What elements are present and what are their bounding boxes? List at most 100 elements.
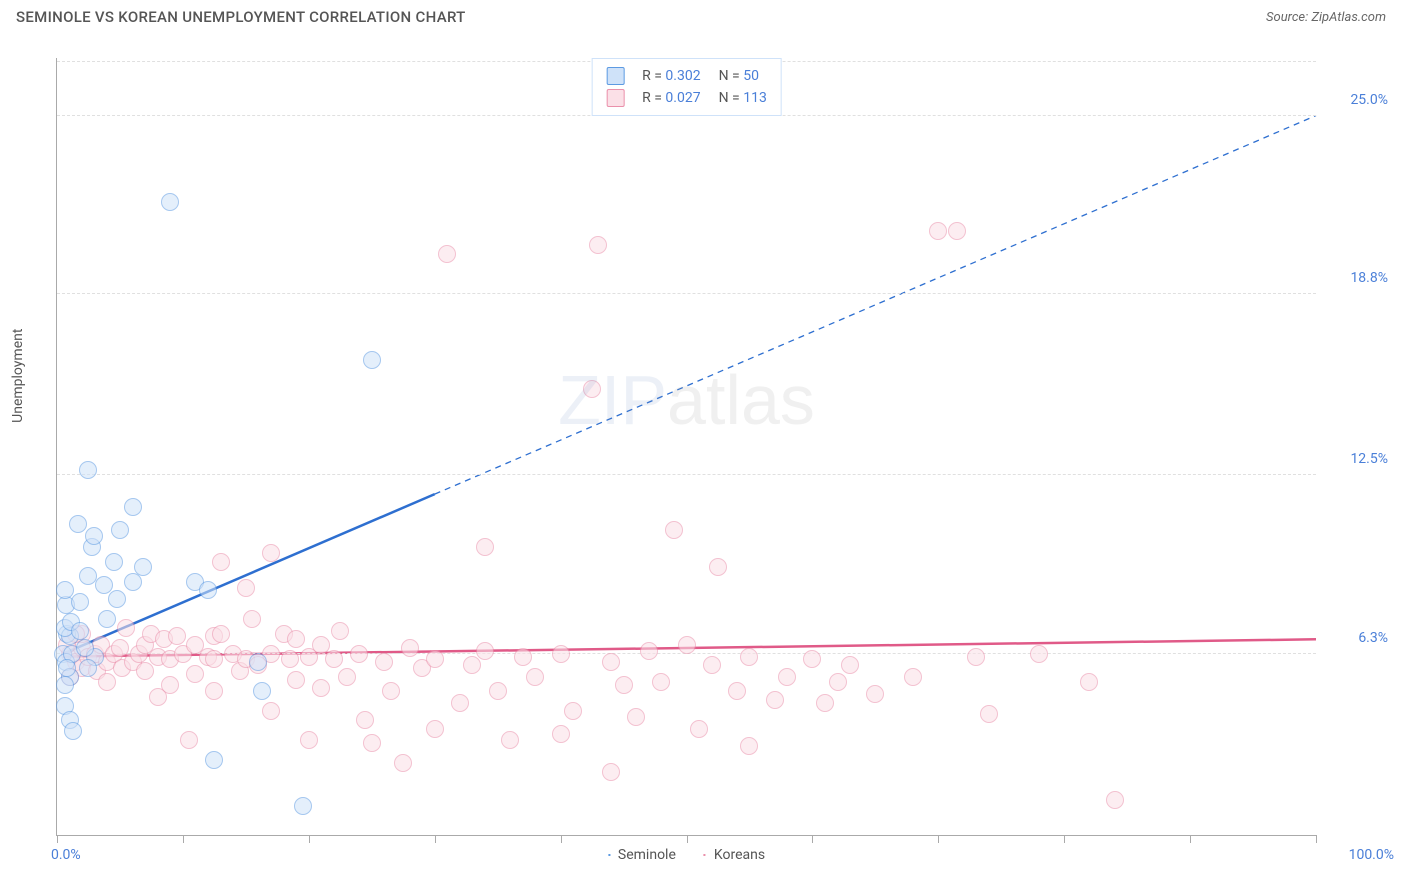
data-point-koreans <box>426 720 444 738</box>
data-point-koreans <box>212 625 230 643</box>
data-point-seminole <box>95 576 113 594</box>
data-point-seminole <box>205 751 223 769</box>
x-tick <box>1064 835 1065 843</box>
data-point-seminole <box>56 676 74 694</box>
data-point-koreans <box>426 650 444 668</box>
data-point-koreans <box>948 222 966 240</box>
data-point-koreans <box>778 668 796 686</box>
data-point-koreans <box>325 650 343 668</box>
data-point-koreans <box>552 645 570 663</box>
x-tick <box>1190 835 1191 843</box>
data-point-seminole <box>124 498 142 516</box>
data-point-koreans <box>564 702 582 720</box>
data-point-koreans <box>652 673 670 691</box>
data-point-koreans <box>678 636 696 654</box>
data-point-seminole <box>294 797 312 815</box>
data-point-koreans <box>136 662 154 680</box>
data-point-koreans <box>262 702 280 720</box>
data-point-koreans <box>816 694 834 712</box>
data-point-koreans <box>451 694 469 712</box>
data-point-koreans <box>766 691 784 709</box>
data-point-seminole <box>108 590 126 608</box>
data-point-seminole <box>79 461 97 479</box>
data-point-koreans <box>1106 791 1124 809</box>
data-point-koreans <box>728 682 746 700</box>
data-point-koreans <box>394 754 412 772</box>
y-tick-label: 18.8% <box>1324 270 1388 286</box>
data-point-koreans <box>665 521 683 539</box>
x-tick <box>1316 835 1317 843</box>
data-point-koreans <box>489 682 507 700</box>
legend-item: Koreans <box>704 847 765 863</box>
data-point-koreans <box>740 737 758 755</box>
data-point-koreans <box>186 665 204 683</box>
data-point-koreans <box>281 650 299 668</box>
data-point-koreans <box>168 627 186 645</box>
data-point-koreans <box>740 648 758 666</box>
data-point-seminole <box>199 581 217 599</box>
data-point-koreans <box>312 679 330 697</box>
data-point-seminole <box>98 610 116 628</box>
data-point-seminole <box>134 558 152 576</box>
x-tick <box>561 835 562 843</box>
data-point-koreans <box>690 720 708 738</box>
series-legend: Seminole Koreans <box>608 847 765 863</box>
data-point-seminole <box>64 722 82 740</box>
data-point-koreans <box>300 731 318 749</box>
data-point-koreans <box>709 558 727 576</box>
data-point-koreans <box>382 682 400 700</box>
n-stat: N = 50 <box>719 68 759 84</box>
data-point-koreans <box>356 711 374 729</box>
data-point-koreans <box>401 639 419 657</box>
data-point-koreans <box>526 668 544 686</box>
data-point-koreans <box>205 682 223 700</box>
data-point-koreans <box>803 650 821 668</box>
data-point-seminole <box>161 193 179 211</box>
x-tick <box>435 835 436 843</box>
data-point-koreans <box>243 610 261 628</box>
x-tick <box>57 835 58 843</box>
data-point-koreans <box>904 668 922 686</box>
data-point-koreans <box>583 380 601 398</box>
data-point-koreans <box>589 236 607 254</box>
data-point-seminole <box>71 593 89 611</box>
stats-legend-row: R = 0.302 N = 50 <box>606 65 767 87</box>
legend-swatch <box>608 854 610 856</box>
data-point-koreans <box>980 705 998 723</box>
data-point-koreans <box>602 763 620 781</box>
data-point-koreans <box>98 673 116 691</box>
n-stat: N = 113 <box>719 90 767 106</box>
data-point-seminole <box>76 639 94 657</box>
y-tick-label: 6.3% <box>1324 630 1388 646</box>
x-tick <box>183 835 184 843</box>
trend-lines <box>57 58 1316 835</box>
r-stat: R = 0.027 <box>642 90 700 106</box>
stats-legend: R = 0.302 N = 50 R = 0.027 N = 113 <box>591 58 782 116</box>
data-point-koreans <box>338 668 356 686</box>
data-point-seminole <box>58 659 76 677</box>
data-point-koreans <box>331 622 349 640</box>
gridline <box>57 293 1316 294</box>
data-point-koreans <box>552 725 570 743</box>
data-point-koreans <box>1080 673 1098 691</box>
data-point-koreans <box>375 653 393 671</box>
data-point-koreans <box>866 685 884 703</box>
data-point-koreans <box>363 734 381 752</box>
data-point-seminole <box>249 653 267 671</box>
data-point-koreans <box>514 648 532 666</box>
data-point-seminole <box>105 553 123 571</box>
data-point-koreans <box>287 671 305 689</box>
r-stat: R = 0.302 <box>642 68 700 84</box>
data-point-koreans <box>703 656 721 674</box>
legend-item: Seminole <box>608 847 676 863</box>
data-point-koreans <box>967 648 985 666</box>
data-point-koreans <box>476 538 494 556</box>
data-point-koreans <box>438 245 456 263</box>
data-point-koreans <box>476 642 494 660</box>
data-point-koreans <box>841 656 859 674</box>
data-point-koreans <box>180 731 198 749</box>
y-tick-label: 12.5% <box>1324 451 1388 467</box>
x-tick <box>812 835 813 843</box>
x-axis-max-label: 100.0% <box>1349 847 1394 863</box>
data-point-koreans <box>350 645 368 663</box>
